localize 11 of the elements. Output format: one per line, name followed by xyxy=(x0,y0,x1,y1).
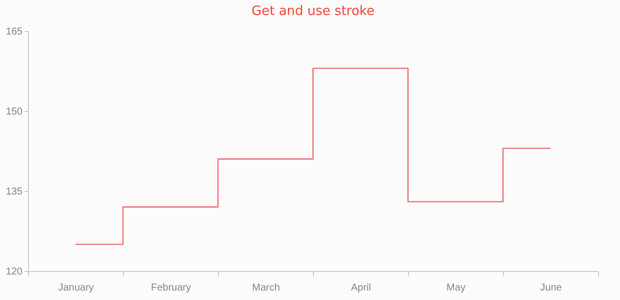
x-tick-label: March xyxy=(252,282,280,294)
x-tick-label: April xyxy=(350,282,372,294)
x-tick-label: June xyxy=(540,282,562,294)
y-tick-label: 135 xyxy=(6,186,23,198)
x-tick-label: February xyxy=(150,282,192,294)
chart-title: Get and use stroke xyxy=(252,4,374,19)
x-tick-label: January xyxy=(58,282,94,294)
y-tick-label: 165 xyxy=(6,26,23,38)
y-tick-label: 150 xyxy=(6,106,23,118)
y-tick-label: 120 xyxy=(6,266,23,278)
x-tick-label: May xyxy=(446,282,466,294)
